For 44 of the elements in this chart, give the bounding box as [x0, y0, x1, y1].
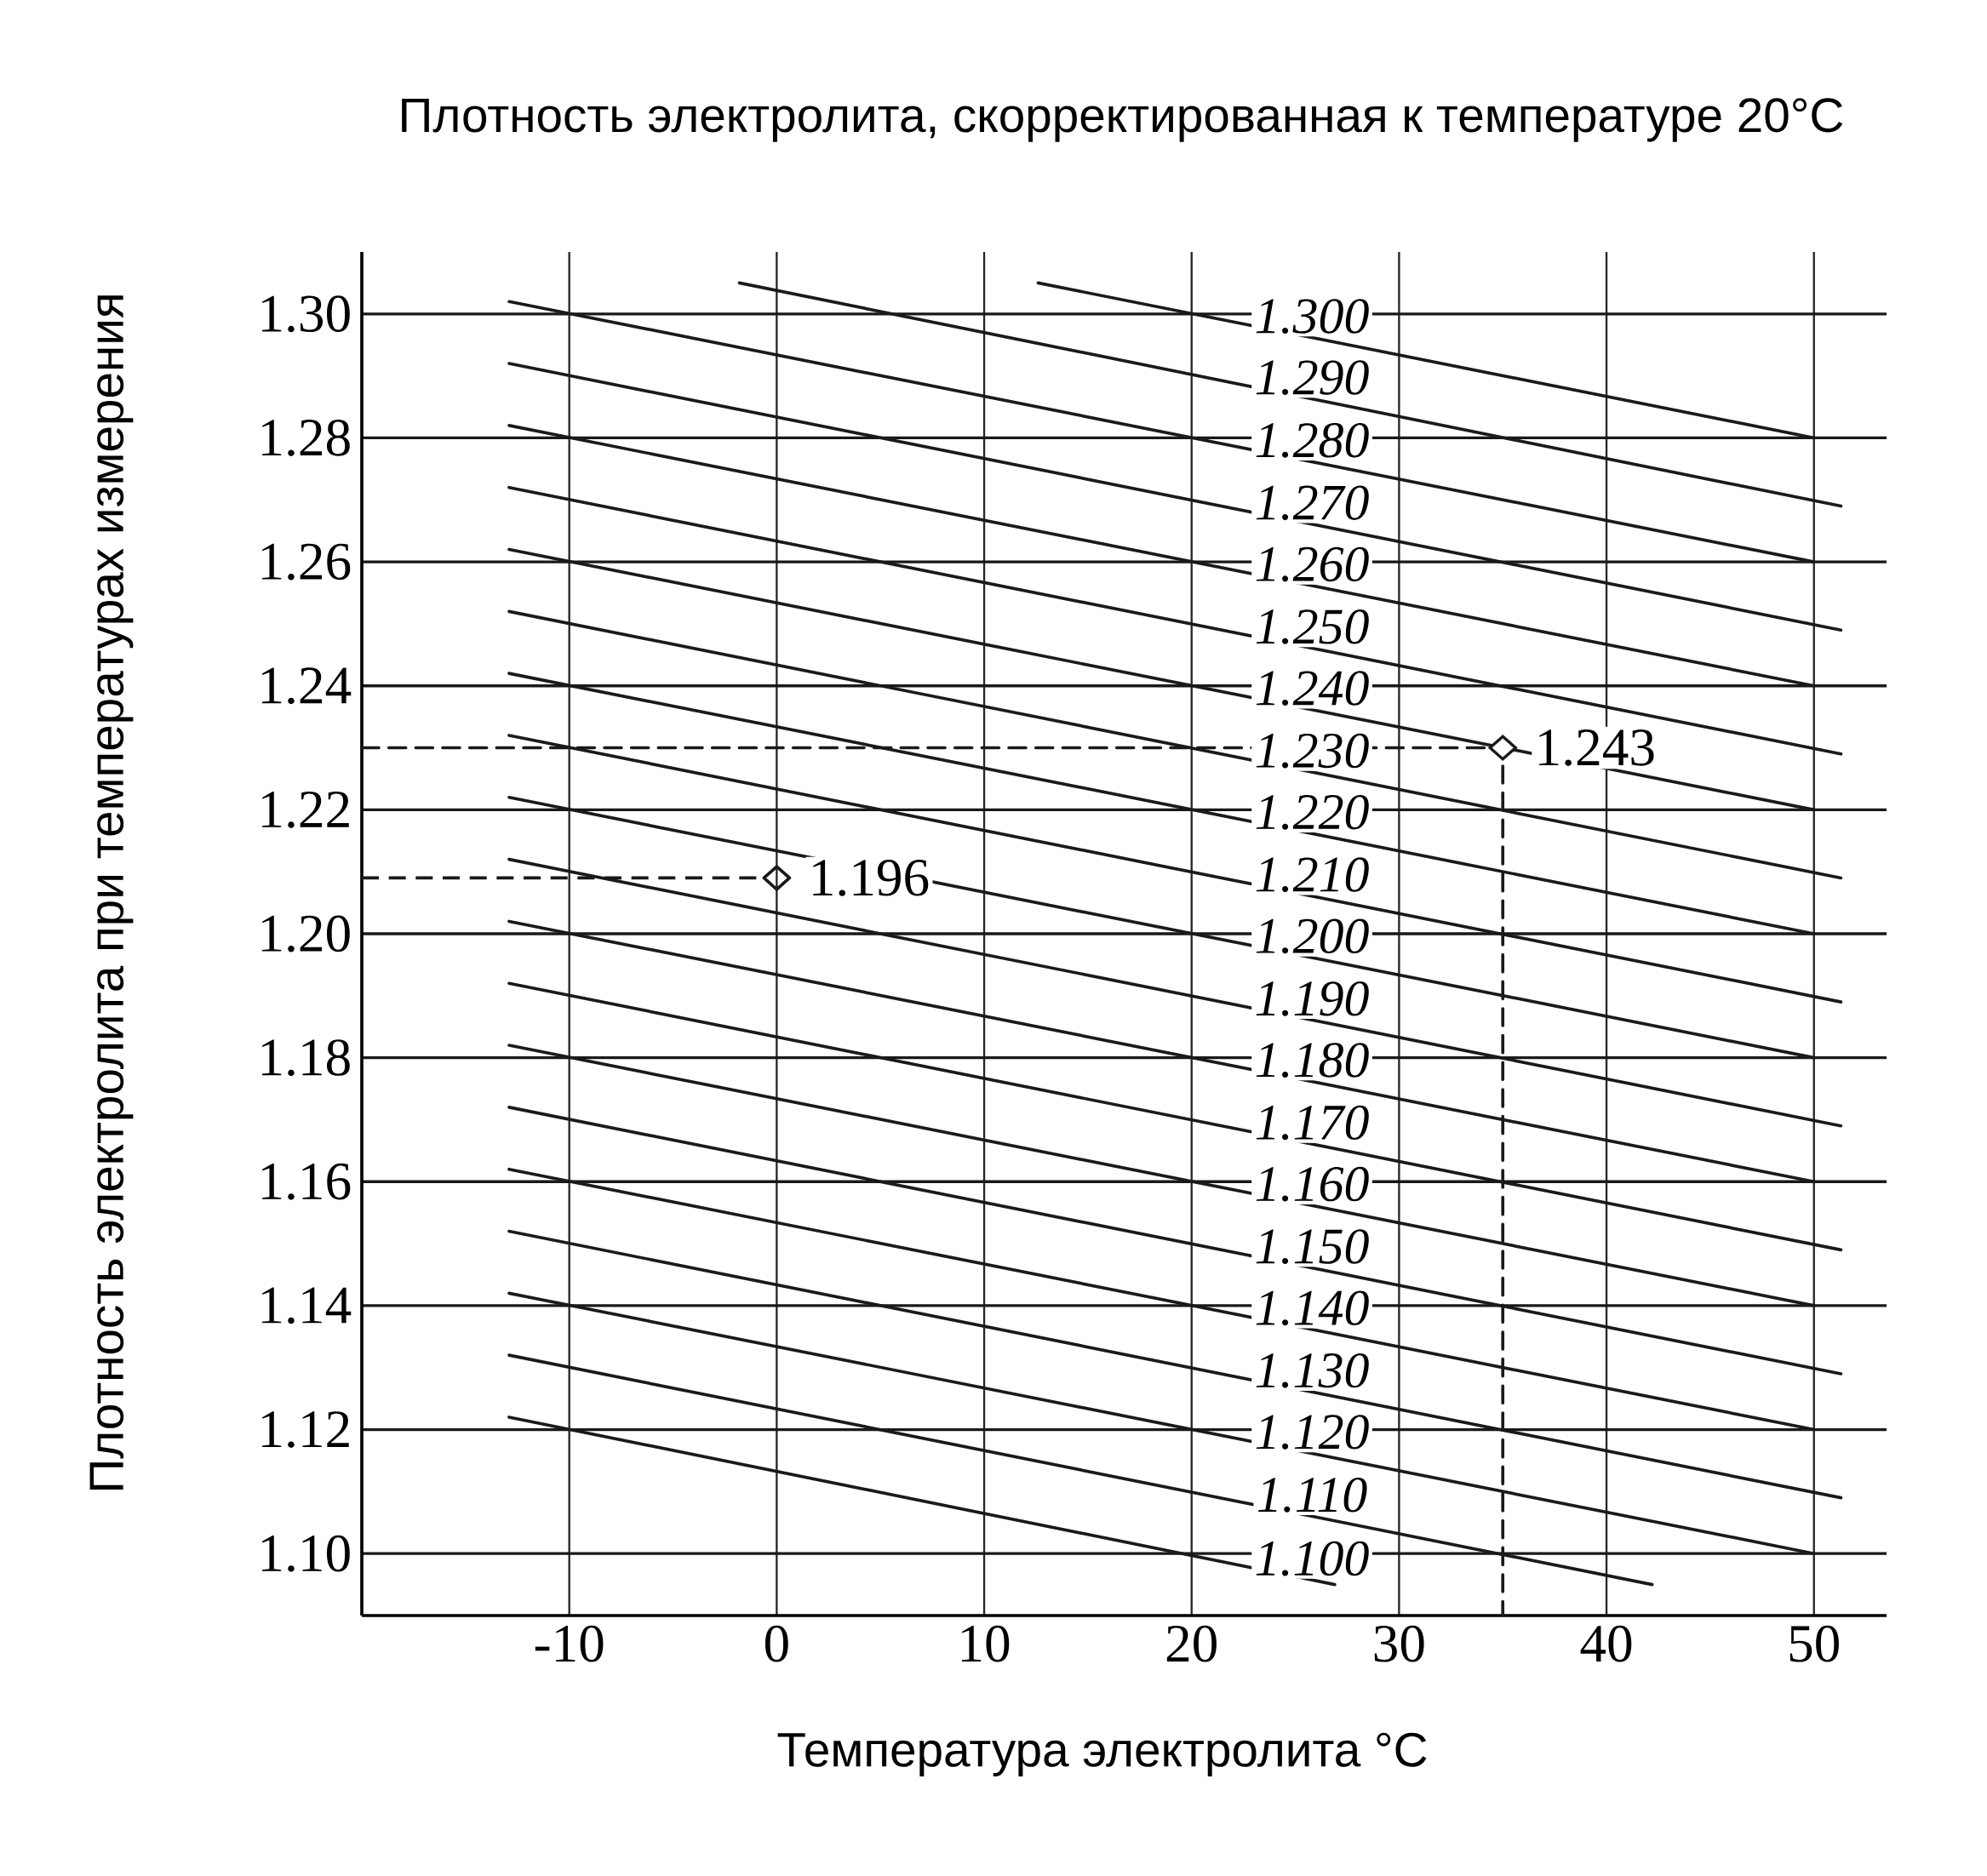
series-label: 1.230: [1256, 733, 1369, 769]
series-label: 1.260: [1256, 546, 1369, 582]
series-label: 1.170: [1256, 1105, 1369, 1141]
series-label: 1.180: [1256, 1043, 1369, 1078]
series-label: 1.270: [1256, 485, 1369, 521]
x-tick-label: -10: [535, 1625, 604, 1662]
y-tick-label: 1.24: [261, 667, 352, 705]
series-label: 1.110: [1257, 1478, 1367, 1513]
y-tick-label: 1.12: [261, 1411, 349, 1448]
series-label: 1.190: [1256, 981, 1369, 1016]
x-tick-label: 10: [961, 1625, 1010, 1662]
series-label: 1.300: [1256, 299, 1369, 335]
y-tick-label: 1.28: [261, 419, 350, 456]
x-tick-label: 20: [1166, 1625, 1217, 1662]
series-label: 1.160: [1256, 1166, 1369, 1202]
y-tick-label: 1.20: [261, 915, 350, 952]
annotation: 1.196: [813, 860, 929, 896]
y-tick-label: 1.26: [261, 543, 351, 581]
y-tick-label: 1.10: [261, 1535, 350, 1572]
series-label: 1.200: [1256, 918, 1369, 954]
y-tick-label: 1.14: [261, 1287, 352, 1324]
series-label: 1.100: [1256, 1541, 1369, 1576]
y-tick-label: 1.18: [261, 1039, 350, 1077]
y-axis-title: Плотность электролита при температурах измерения: [89, 295, 134, 1490]
series-label: 1.140: [1256, 1290, 1369, 1326]
y-tick-label: 1.30: [261, 295, 350, 333]
y-tick-label: 1.22: [261, 791, 349, 828]
x-axis-title: Температура электролита °C: [777, 1732, 1427, 1777]
series-label: 1.130: [1256, 1353, 1369, 1388]
x-tick-label: 40: [1580, 1625, 1632, 1662]
chart-title: Плотность электролита, скорректированная к температуре 20°C: [402, 98, 1843, 142]
y-tick-label: 1.16: [261, 1163, 351, 1200]
series-label: 1.240: [1256, 671, 1369, 706]
series-label: 1.290: [1256, 360, 1369, 396]
series-label: 1.220: [1256, 794, 1369, 830]
series-label: 1.210: [1256, 857, 1369, 893]
x-tick-label: 30: [1374, 1625, 1424, 1662]
series-label: 1.150: [1256, 1229, 1369, 1264]
series-label: 1.120: [1256, 1415, 1369, 1450]
series-label: 1.250: [1256, 609, 1369, 644]
x-tick-label: 0: [764, 1625, 788, 1662]
x-tick-label: 50: [1789, 1625, 1839, 1662]
annotation: 1.243: [1539, 729, 1654, 766]
series-label: 1.280: [1256, 423, 1369, 458]
